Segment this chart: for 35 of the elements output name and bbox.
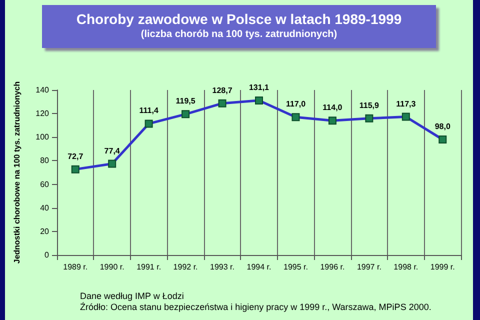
y-tick-label: 120 — [36, 109, 50, 118]
y-tick-label: 40 — [40, 203, 50, 212]
y-tick-label: 80 — [40, 156, 50, 166]
data-label: 111,4 — [139, 106, 159, 116]
y-tick-label: 20 — [40, 226, 50, 236]
data-label: 128,7 — [212, 86, 233, 95]
text: Dane według IMP w Łodzi — [80, 291, 185, 302]
chart-subtitle: (liczba chorób na 100 tys. zatrudnionych) — [140, 29, 338, 40]
y-tick-label: 100 — [36, 132, 50, 142]
x-tick-label: 1995 r. — [283, 262, 308, 272]
y-tick-label: 60 — [40, 180, 50, 189]
x-tick-label: 1991 r. — [136, 262, 162, 272]
x-tick-label: 1997 r. — [356, 262, 382, 272]
chart-title: Choroby zawodowe w Polsce w latach 1989-1999 — [75, 11, 403, 27]
data-label: 115,9 — [359, 100, 380, 110]
data-label: 117,3 — [396, 99, 416, 108]
text: Źródło: Ocena stanu bezpieczeństwa i higieny pracy w 1999 r., Warszawa, MPiPS 2000. — [80, 302, 432, 313]
x-tick-label: 1998 r. — [394, 262, 418, 272]
y-tick-label: 0 — [44, 250, 50, 260]
y-tick-label: 140 — [36, 86, 50, 94]
x-tick-label: 1994 r. — [246, 262, 272, 272]
x-tick-label: 1989 r. — [63, 262, 88, 272]
x-tick-label: 1992 r. — [173, 262, 198, 272]
data-label: 114,0 — [322, 103, 343, 112]
x-tick-label: 1996 r. — [320, 262, 345, 272]
data-label: 72,7 — [68, 152, 84, 161]
data-label: 98,0 — [434, 122, 451, 131]
data-label: 131,1 — [248, 82, 270, 92]
x-tick-label: 1990 r. — [100, 262, 124, 272]
data-label: 77,4 — [104, 146, 120, 156]
x-tick-label: 1993 r. — [210, 262, 235, 272]
x-tick-label: 1999 r. — [430, 262, 455, 272]
y-axis-title: Jednostki chorobowe na 100 tys. zatrudnionych — [12, 81, 22, 264]
data-label: 119,5 — [176, 96, 196, 106]
data-label: 117,0 — [286, 100, 306, 109]
